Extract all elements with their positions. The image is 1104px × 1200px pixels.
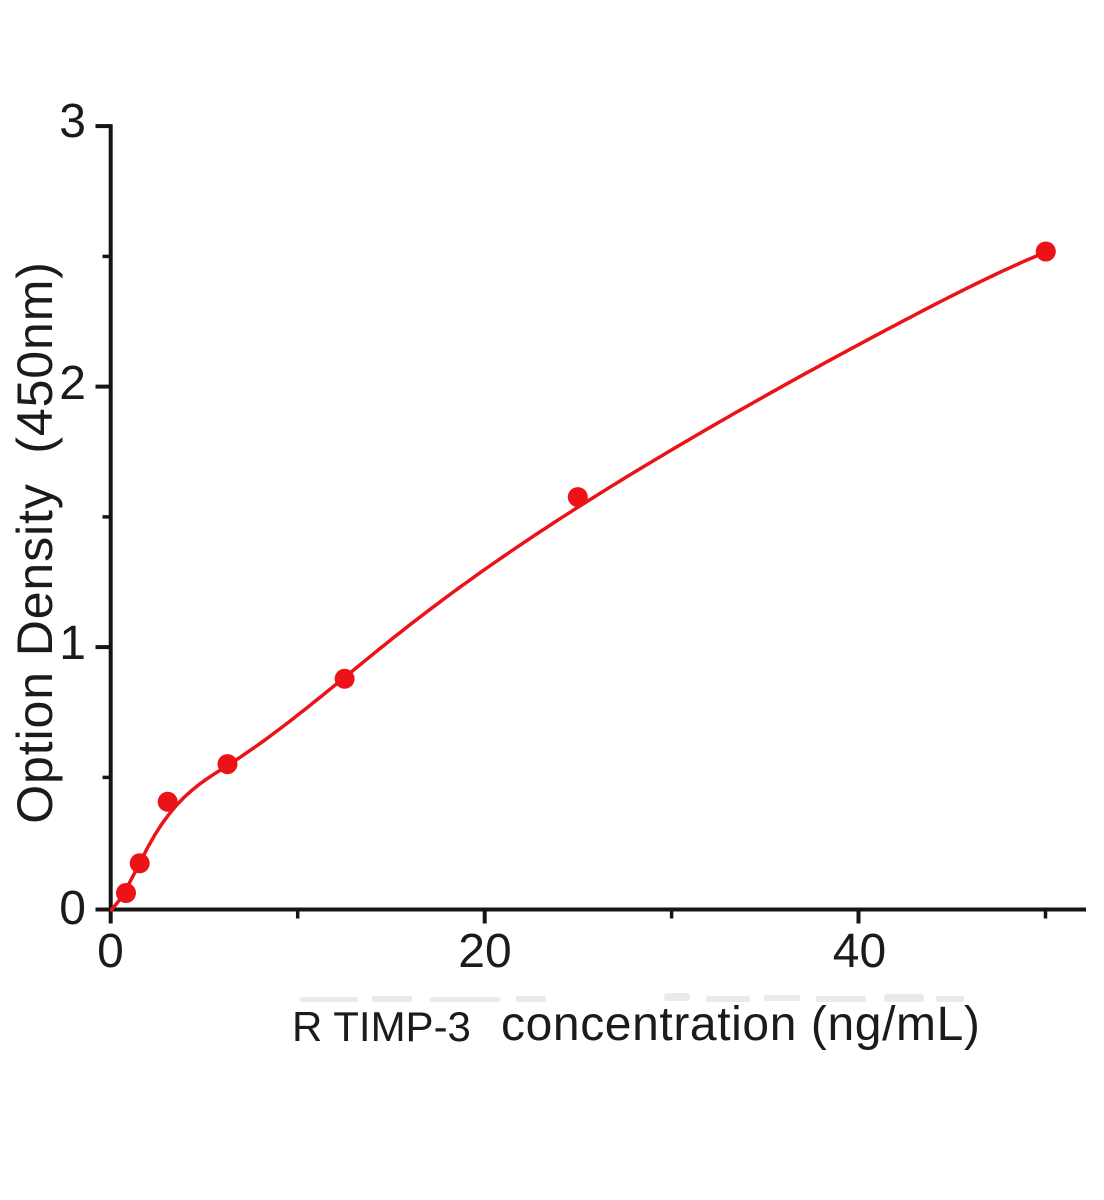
svg-text:1: 1 [59,617,86,670]
svg-text:40: 40 [833,925,886,978]
svg-text:0: 0 [97,925,124,978]
svg-text:2: 2 [59,357,86,410]
svg-text:Option Density (450nm): Option Density (450nm) [7,261,63,824]
svg-text:3: 3 [59,95,86,148]
svg-text:0: 0 [59,882,86,935]
svg-text:R TIMP-3: R TIMP-3 [292,1003,471,1050]
svg-text:concentration (ng/mL): concentration (ng/mL) [501,998,981,1051]
svg-text:20: 20 [458,925,511,978]
